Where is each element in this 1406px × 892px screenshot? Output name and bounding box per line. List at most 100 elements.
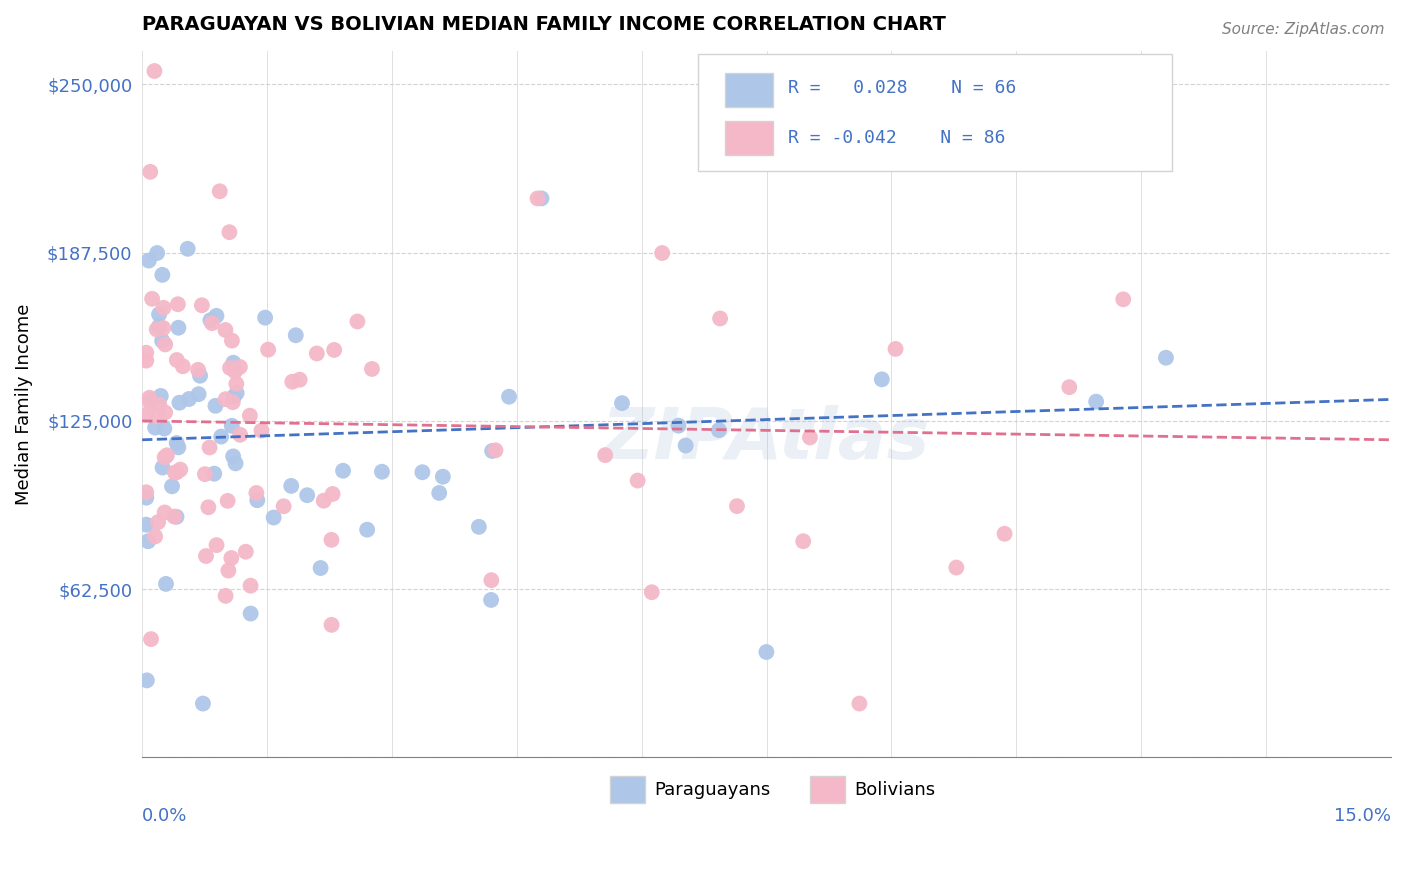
- Point: [346, 314, 368, 328]
- Point: [222, 356, 245, 370]
- Point: [321, 617, 343, 632]
- Point: [153, 405, 176, 419]
- Point: [195, 549, 218, 563]
- Text: 0.0%: 0.0%: [142, 807, 187, 825]
- Point: [468, 520, 491, 534]
- Point: [201, 316, 224, 330]
- Point: [155, 577, 177, 591]
- Point: [148, 398, 170, 412]
- Point: [1085, 394, 1108, 409]
- Point: [627, 474, 650, 488]
- Point: [146, 246, 169, 260]
- Point: [239, 579, 262, 593]
- Point: [222, 450, 245, 464]
- Point: [214, 589, 236, 603]
- Point: [361, 362, 384, 376]
- Point: [177, 392, 200, 406]
- Point: [263, 510, 285, 524]
- Point: [284, 328, 307, 343]
- Point: [725, 499, 748, 513]
- Point: [993, 526, 1015, 541]
- Point: [135, 408, 157, 422]
- Text: R = -0.042    N = 86: R = -0.042 N = 86: [787, 128, 1005, 147]
- Point: [135, 353, 157, 368]
- Text: Source: ZipAtlas.com: Source: ZipAtlas.com: [1222, 22, 1385, 37]
- Point: [755, 645, 778, 659]
- Bar: [610, 776, 645, 804]
- Text: 15.0%: 15.0%: [1334, 807, 1391, 825]
- Point: [479, 573, 502, 587]
- Point: [153, 421, 176, 435]
- Point: [481, 444, 503, 458]
- Point: [198, 441, 221, 455]
- Point: [156, 448, 179, 462]
- Point: [194, 467, 217, 482]
- Point: [651, 246, 673, 260]
- Point: [235, 545, 257, 559]
- Point: [254, 310, 277, 325]
- Point: [305, 346, 328, 360]
- Point: [222, 395, 245, 409]
- Point: [135, 345, 157, 359]
- Point: [870, 372, 893, 386]
- Point: [221, 418, 243, 433]
- Point: [295, 488, 318, 502]
- Point: [799, 430, 821, 444]
- Point: [167, 440, 190, 454]
- Point: [141, 292, 163, 306]
- Point: [138, 253, 160, 268]
- Point: [197, 500, 219, 515]
- Point: [323, 343, 346, 357]
- Point: [1059, 380, 1081, 394]
- Point: [143, 529, 166, 543]
- Point: [200, 313, 222, 327]
- Point: [205, 309, 228, 323]
- Point: [222, 390, 245, 404]
- Point: [225, 386, 247, 401]
- Point: [143, 420, 166, 434]
- Point: [225, 376, 247, 391]
- Point: [668, 418, 690, 433]
- Point: [214, 323, 236, 337]
- Text: Bolivians: Bolivians: [853, 780, 935, 799]
- Point: [146, 409, 169, 424]
- Point: [152, 321, 174, 335]
- Point: [225, 456, 247, 470]
- Point: [167, 297, 190, 311]
- Point: [245, 486, 267, 500]
- Point: [246, 493, 269, 508]
- Point: [141, 392, 163, 407]
- Point: [153, 337, 176, 351]
- Point: [135, 673, 157, 688]
- Bar: [725, 120, 773, 154]
- Text: ZIPAtlas: ZIPAtlas: [602, 405, 931, 474]
- Point: [148, 307, 170, 321]
- Point: [202, 467, 225, 481]
- Text: PARAGUAYAN VS BOLIVIAN MEDIAN FAMILY INCOME CORRELATION CHART: PARAGUAYAN VS BOLIVIAN MEDIAN FAMILY INC…: [142, 15, 946, 34]
- Point: [332, 464, 354, 478]
- Point: [146, 515, 169, 529]
- Point: [208, 184, 231, 198]
- Point: [218, 225, 240, 239]
- Point: [221, 334, 243, 348]
- Point: [309, 561, 332, 575]
- Point: [239, 409, 262, 423]
- Point: [166, 353, 188, 368]
- Point: [139, 165, 162, 179]
- Point: [169, 395, 191, 409]
- Text: R =   0.028    N = 66: R = 0.028 N = 66: [787, 79, 1017, 97]
- Point: [163, 466, 186, 480]
- Point: [149, 389, 172, 403]
- Bar: [810, 776, 845, 804]
- Point: [530, 191, 553, 205]
- Point: [707, 423, 730, 437]
- Point: [205, 538, 228, 552]
- Point: [371, 465, 394, 479]
- Point: [188, 368, 211, 383]
- Point: [135, 517, 157, 532]
- Point: [172, 359, 194, 374]
- Point: [167, 320, 190, 334]
- Point: [432, 469, 454, 483]
- Point: [792, 534, 814, 549]
- Point: [191, 298, 214, 312]
